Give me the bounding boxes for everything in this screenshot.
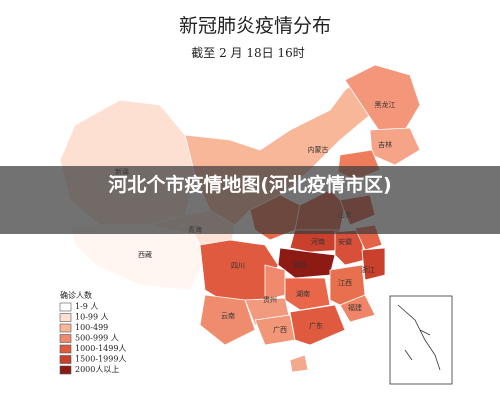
province-label: 西藏 (138, 250, 152, 259)
province (339, 294, 376, 323)
province (264, 264, 286, 301)
province (289, 304, 346, 346)
legend-swatch (59, 355, 72, 364)
title: 新冠肺炎疫情分布 (179, 15, 331, 37)
province-label: 湖北 (293, 260, 307, 269)
province-label: 浙江 (361, 265, 375, 274)
province-label: 黑龙江 (375, 100, 396, 109)
legend-label: 1-9 人 (75, 302, 98, 311)
province (361, 247, 386, 281)
legend-label: 1500-1999人 (75, 355, 126, 364)
inset-frame (389, 295, 453, 385)
province-label: 云南 (221, 311, 235, 320)
caption-band (0, 166, 500, 234)
province-label: 安徽 (338, 237, 352, 246)
province-label: 河南 (311, 237, 325, 246)
province-label: 江西 (338, 279, 352, 287)
subtitle: 截至 2 月 18日 16时 (191, 46, 304, 60)
legend-swatch (59, 344, 72, 354)
province (284, 277, 331, 311)
province (344, 64, 421, 133)
legend-label: 2000人以上 (75, 365, 119, 374)
legend-label: 100-499 (75, 323, 108, 332)
legend-swatch (59, 313, 72, 322)
legend-title: 确诊人数 (60, 290, 92, 300)
legend-label: 10-99 人 (75, 313, 109, 322)
province-label: 贵州 (263, 295, 277, 304)
inset (389, 295, 453, 385)
province (289, 354, 309, 373)
province-label: 福建 (348, 303, 362, 312)
province-label: 湖南 (296, 289, 310, 298)
caption: 河北个市疫情地图(河北疫情市区) (108, 174, 392, 196)
legend-label: 500-999 人 (75, 334, 119, 343)
legend-swatch (59, 334, 72, 343)
province-label: 四川 (231, 262, 245, 270)
province-label: 广东 (309, 321, 323, 330)
province-label: 吉林 (378, 140, 392, 149)
province (199, 294, 256, 346)
province-label: 内蒙古 (308, 145, 329, 154)
legend-swatch (59, 323, 72, 333)
legend-label: 1000-1499人 (75, 344, 126, 353)
legend-swatch (59, 365, 72, 375)
province-label: 广西 (273, 325, 287, 334)
inset-islands (397, 304, 441, 371)
legend-swatch (59, 302, 72, 312)
